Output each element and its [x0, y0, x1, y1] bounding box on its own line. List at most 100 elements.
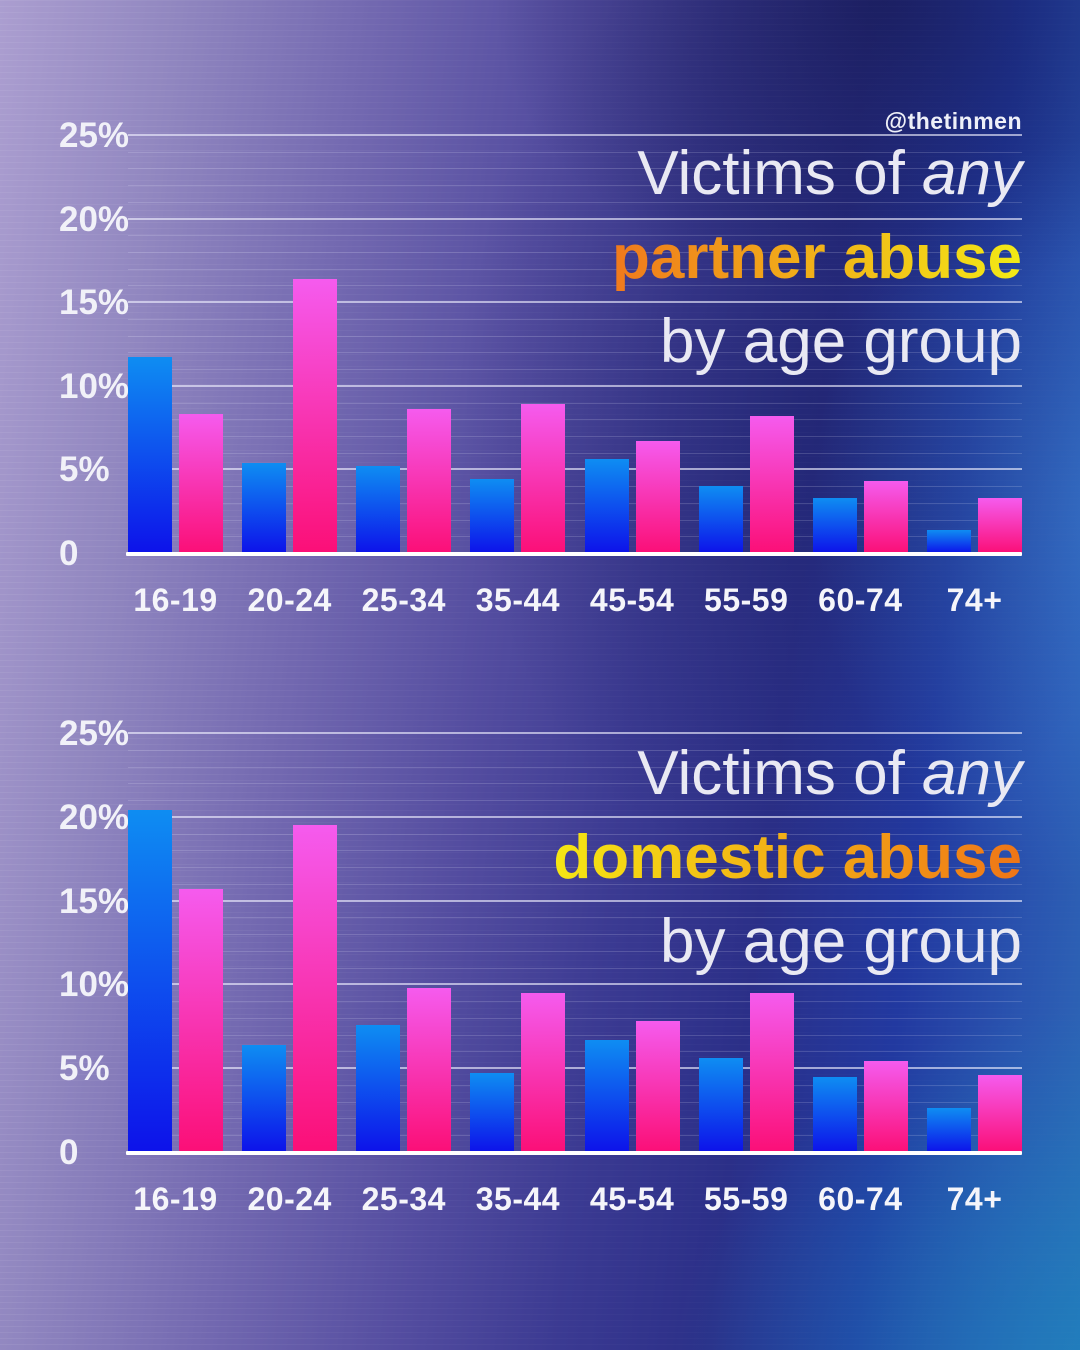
major-gridline-10pct [128, 384, 1022, 387]
major-gridline-15pct [128, 301, 1022, 304]
minor-gridline-6pct [128, 1051, 1022, 1053]
minor-gridline-18pct [128, 252, 1022, 254]
x-axis-label-55-59: 55-59 [704, 1181, 789, 1217]
bar-blue-74+ [927, 529, 971, 553]
watermark-handle: @thetinmen [884, 108, 1022, 134]
title-text-regular: Victims of [637, 739, 923, 808]
bar-pink-35-44 [521, 992, 566, 1152]
bar-pink-20-24 [293, 825, 338, 1152]
y-axis-label-25pct: 25% [59, 116, 130, 155]
bar-blue-74+ [927, 1108, 971, 1152]
major-gridline-10pct [128, 983, 1022, 986]
minor-gridline-11pct [128, 369, 1022, 371]
bar-pink-60-74 [863, 481, 908, 553]
x-axis-label-35-44: 35-44 [475, 1181, 561, 1217]
bar-pink-16-19 [179, 888, 223, 1152]
y-axis-label-25pct: 25% [59, 714, 130, 753]
bar-blue-45-54 [584, 1039, 629, 1152]
title-line-by-age-group: by age group [660, 907, 1022, 976]
domestic-abuse-chart-title: Victims of any domestic abuse by age gro… [553, 732, 1022, 984]
bar-blue-25-34 [356, 466, 401, 553]
partner-abuse-chart-title: Victims of any partner abuse by age grou… [612, 132, 1022, 384]
bar-blue-20-24 [242, 462, 287, 553]
minor-gridline-4pct [128, 486, 1022, 488]
bar-pink-45-54 [635, 440, 680, 553]
bar-pink-20-24 [293, 278, 338, 553]
minor-gridline-12pct [128, 950, 1022, 952]
minor-gridline-8pct [128, 419, 1022, 421]
bar-blue-25-34 [356, 1024, 401, 1152]
x-axis-label-25-34: 25-34 [361, 582, 446, 618]
bar-pink-45-54 [635, 1021, 680, 1152]
bar-blue-16-19 [128, 810, 172, 1152]
y-axis-label-15pct: 15% [59, 881, 130, 921]
y-axis-label-5pct: 5% [59, 450, 110, 490]
y-axis-label-10pct: 10% [59, 965, 130, 1005]
minor-gridline-16pct [128, 883, 1022, 885]
minor-gridline-7pct [128, 1034, 1022, 1036]
minor-gridline-14pct [128, 318, 1022, 320]
bar-blue-35-44 [470, 479, 515, 553]
x-axis-label-25-34: 25-34 [361, 1181, 446, 1217]
y-axis-label-0: 0 [59, 1133, 79, 1172]
bar-blue-55-59 [698, 1058, 743, 1152]
bar-pink-60-74 [863, 1061, 908, 1152]
minor-gridline-22pct [128, 783, 1022, 785]
minor-gridline-8pct [128, 1017, 1022, 1019]
x-axis-label-60-74: 60-74 [818, 1181, 903, 1217]
minor-gridline-24pct [128, 151, 1022, 153]
title-line-victims-of-any: Victims of any [553, 732, 1022, 816]
x-axis-label-55-59: 55-59 [704, 582, 789, 618]
bar-pink-74+ [978, 497, 1022, 553]
bar-blue-55-59 [698, 486, 743, 553]
x-axis-label-45-54: 45-54 [589, 582, 675, 618]
minor-gridline-23pct [128, 168, 1022, 170]
minor-gridline-12pct [128, 352, 1022, 354]
y-axis-label-5pct: 5% [59, 1049, 110, 1089]
y-axis-label-10pct: 10% [59, 366, 130, 406]
x-axis-baseline [126, 1151, 1022, 1155]
title-line-victims-of-any: Victims of any [612, 132, 1022, 216]
x-axis-label-20-24: 20-24 [247, 1181, 332, 1217]
y-axis-label-20pct: 20% [59, 199, 130, 239]
minor-gridline-2pct [128, 1118, 1022, 1120]
minor-gridline-13pct [128, 335, 1022, 337]
x-axis-label-74+: 74+ [946, 1181, 1003, 1217]
bar-pink-55-59 [749, 415, 794, 553]
x-axis-label-16-19: 16-19 [133, 582, 218, 618]
minor-gridline-17pct [128, 867, 1022, 869]
minor-gridline-3pct [128, 502, 1022, 504]
title-line-by-age-group: by age group [660, 307, 1022, 376]
major-gridline-5pct [128, 468, 1022, 471]
bar-pink-35-44 [521, 404, 566, 553]
bar-pink-25-34 [407, 987, 452, 1152]
minor-gridline-11pct [128, 967, 1022, 969]
y-axis-label-0: 0 [59, 534, 79, 573]
bar-blue-45-54 [584, 459, 629, 553]
bar-blue-35-44 [470, 1073, 515, 1152]
x-axis-label-60-74: 60-74 [818, 582, 903, 618]
minor-gridline-14pct [128, 917, 1022, 919]
bar-pink-74+ [978, 1074, 1022, 1152]
bar-blue-60-74 [812, 1076, 857, 1152]
minor-gridline-9pct [128, 1001, 1022, 1003]
x-axis-label-45-54: 45-54 [589, 1181, 675, 1217]
x-axis-label-16-19: 16-19 [133, 1181, 218, 1217]
major-gridline-5pct [128, 1067, 1022, 1070]
minor-gridline-24pct [128, 749, 1022, 751]
x-axis-label-74+: 74+ [946, 582, 1003, 618]
major-gridline-15pct [128, 899, 1022, 902]
minor-gridline-16pct [128, 285, 1022, 287]
major-gridline-25pct [128, 134, 1022, 136]
title-text-italic: any [922, 739, 1022, 808]
minor-gridline-6pct [128, 452, 1022, 454]
minor-gridline-21pct [128, 201, 1022, 203]
minor-gridline-13pct [128, 934, 1022, 936]
minor-gridline-22pct [128, 185, 1022, 187]
bar-pink-55-59 [749, 992, 794, 1152]
minor-gridline-21pct [128, 800, 1022, 802]
minor-gridline-3pct [128, 1101, 1022, 1103]
minor-gridline-7pct [128, 435, 1022, 437]
bar-blue-60-74 [812, 497, 857, 553]
x-axis-label-35-44: 35-44 [475, 582, 561, 618]
